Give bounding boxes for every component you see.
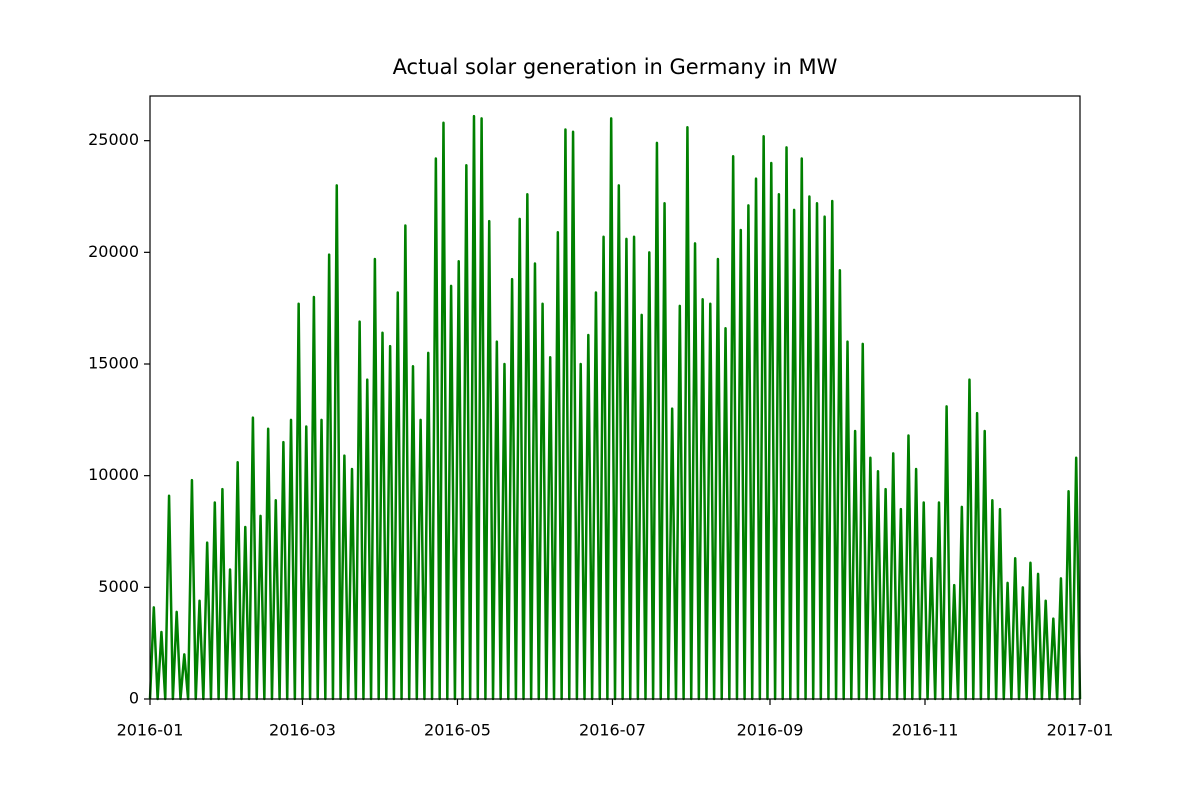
y-tick-label: 0	[129, 689, 139, 708]
x-tick-label: 2016-05	[424, 721, 491, 740]
y-tick-label: 15000	[88, 354, 139, 373]
x-tick-label: 2016-11	[892, 721, 959, 740]
x-tick-label: 2016-03	[269, 721, 336, 740]
y-tick-label: 25000	[88, 130, 139, 149]
chart-title: Actual solar generation in Germany in MW	[393, 55, 838, 79]
plot-frame	[149, 95, 1081, 700]
x-tick-label: 2017-01	[1047, 721, 1114, 740]
x-tick-label: 2016-07	[579, 721, 646, 740]
y-tick-label: 10000	[88, 465, 139, 484]
series-line	[148, 114, 1082, 701]
x-tick-label: 2016-09	[737, 721, 804, 740]
x-tick-label: 2016-01	[117, 721, 184, 740]
y-tick-label: 5000	[98, 577, 139, 596]
y-tick-label: 20000	[88, 242, 139, 261]
